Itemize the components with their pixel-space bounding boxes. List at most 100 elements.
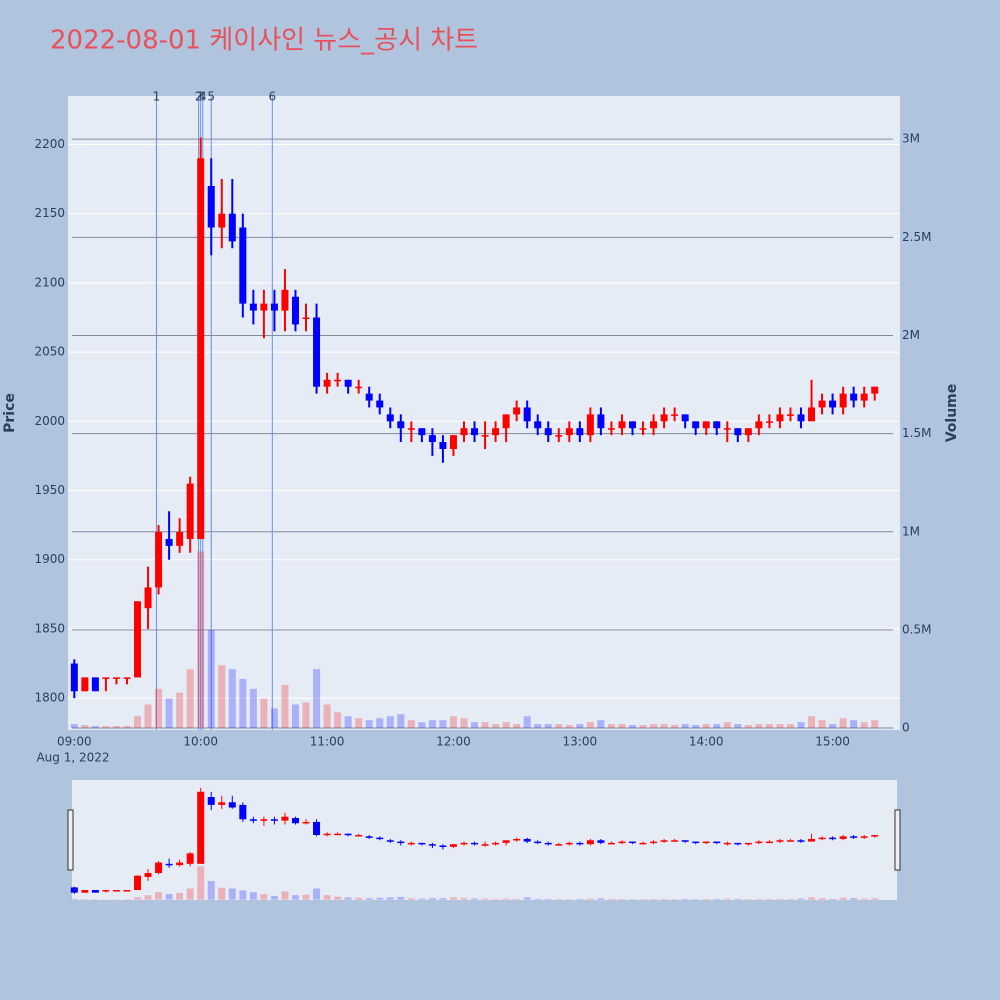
volume-bar — [207, 629, 215, 729]
candle-body — [302, 317, 310, 319]
volume-bar — [281, 684, 289, 729]
volume-bar — [650, 898, 658, 900]
candle-body — [734, 842, 742, 845]
annotation-label: 3 — [197, 90, 205, 104]
candle-body — [112, 890, 120, 892]
y-tick-label: 1850 — [34, 621, 65, 635]
volume-bar — [502, 898, 510, 900]
range-slider[interactable] — [72, 780, 897, 900]
candle-body — [860, 393, 868, 401]
candle-body — [839, 393, 847, 408]
x-tick-label: 12:00 — [436, 735, 471, 749]
y2-axis-title: Volume — [944, 384, 960, 443]
candle-body — [534, 421, 542, 429]
candle-body — [449, 435, 457, 449]
volume-bar — [249, 892, 257, 900]
volume-bar — [576, 898, 584, 900]
volume-bar — [618, 724, 626, 729]
candle-body — [829, 837, 837, 840]
volume-bar — [534, 724, 542, 729]
volume-bar — [808, 897, 816, 900]
volume-bar — [492, 724, 500, 729]
candle-body — [818, 837, 826, 840]
volume-bar — [565, 899, 573, 900]
candle-body — [365, 836, 373, 838]
x-tick-label: 09:00 — [57, 735, 92, 749]
candle-body — [144, 873, 152, 877]
volume-bar — [765, 898, 773, 900]
volume-bar — [291, 895, 299, 900]
volume-bar — [70, 724, 78, 729]
volume-bar — [755, 898, 763, 900]
volume-bar — [270, 895, 278, 900]
candle-body — [249, 303, 257, 311]
volume-bar — [365, 720, 373, 729]
candle-body — [228, 213, 236, 242]
y2-tick-label: 0 — [902, 721, 910, 735]
volume-bar — [91, 726, 99, 729]
volume-bar — [428, 898, 436, 900]
candle-body — [808, 838, 816, 842]
candle-body — [291, 296, 299, 325]
candle-body — [860, 836, 868, 838]
volume-bar — [481, 722, 489, 729]
candle-body — [671, 414, 679, 416]
volume-bar — [186, 888, 194, 900]
candle-body — [513, 838, 521, 841]
candle-body — [102, 890, 110, 892]
volume-bar — [165, 894, 173, 900]
candle-body — [70, 663, 78, 692]
volume-bar — [260, 698, 268, 729]
candle-body — [281, 289, 289, 311]
candle-body — [681, 840, 689, 842]
candle-body — [281, 816, 289, 821]
candle-body — [818, 400, 826, 408]
volume-bar — [829, 724, 837, 729]
volume-bar — [734, 898, 742, 900]
y-tick-label: 1900 — [34, 552, 65, 566]
candle-body — [407, 842, 415, 845]
candle-body — [850, 836, 858, 838]
x-tick-label: 13:00 — [563, 735, 598, 749]
candle-body — [639, 842, 647, 845]
candle-body — [397, 841, 405, 844]
candle-body — [260, 303, 268, 311]
candle-body — [355, 386, 363, 389]
volume-bar — [871, 898, 879, 900]
candle-body — [660, 840, 668, 842]
volume-bar — [197, 551, 205, 729]
candle-body — [492, 842, 500, 845]
volume-bar — [786, 724, 794, 729]
volume-bar — [860, 898, 868, 900]
candle-body — [218, 802, 226, 805]
volume-bar — [523, 897, 531, 900]
candle-body — [165, 538, 173, 546]
y2-tick-label: 0.5M — [902, 622, 931, 636]
volume-bar — [144, 895, 152, 900]
volume-bar — [513, 724, 521, 729]
candle-body — [776, 840, 784, 842]
candle-body — [534, 841, 542, 844]
candle-body — [260, 819, 268, 821]
range-handle[interactable] — [67, 809, 74, 871]
volume-bar — [291, 704, 299, 729]
y-tick-label: 2200 — [34, 137, 65, 151]
volume-bar — [660, 898, 668, 900]
candle-body — [797, 840, 805, 842]
annotation-label: 4 — [199, 90, 207, 104]
volume-bar — [555, 724, 563, 729]
volume-bar — [334, 712, 342, 729]
volume-bar — [639, 725, 647, 729]
candle-body — [713, 421, 721, 429]
volume-bar — [639, 899, 647, 900]
range-handle[interactable] — [894, 809, 901, 871]
volume-bar — [565, 725, 573, 729]
candle-body — [544, 428, 552, 436]
candle-body — [628, 421, 636, 429]
volume-bar — [671, 899, 679, 900]
candle-body — [671, 840, 679, 842]
volume-bar — [407, 720, 415, 729]
volume-bar — [123, 726, 131, 729]
candle-body — [313, 821, 321, 836]
candle-body — [313, 317, 321, 387]
